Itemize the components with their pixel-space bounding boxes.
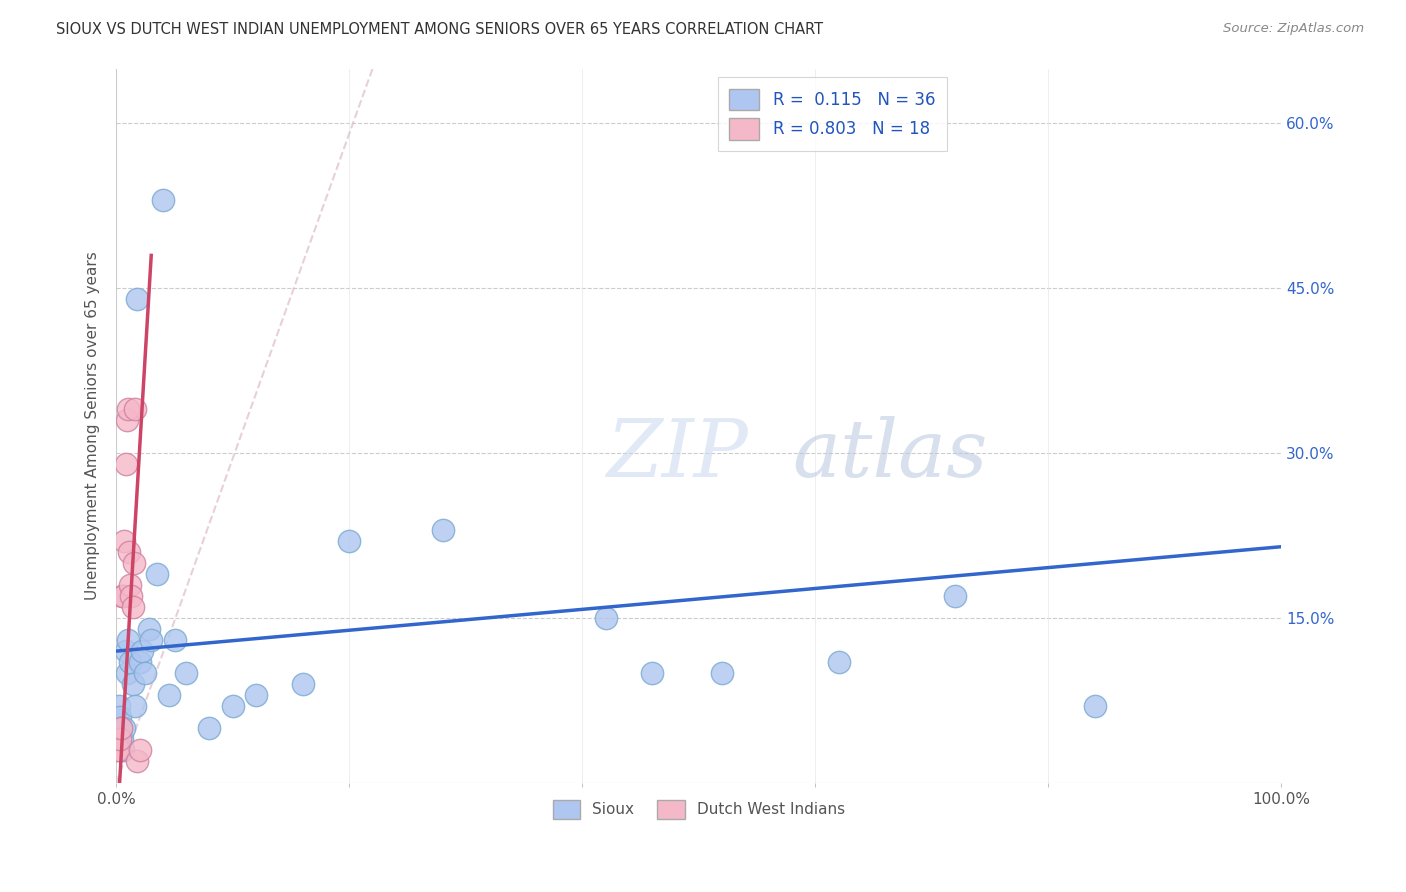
Point: [120, 578, 142, 592]
Point: [110, 721, 132, 735]
Point: [120, 655, 142, 669]
Point: [112, 721, 135, 735]
Text: atlas: atlas: [792, 416, 987, 493]
Point: [1084, 699, 1107, 714]
Point: [134, 666, 156, 681]
Y-axis label: Unemployment Among Seniors over 65 years: Unemployment Among Seniors over 65 years: [86, 252, 100, 600]
Point: [128, 743, 150, 757]
Point: [107, 743, 129, 757]
Point: [711, 666, 734, 681]
Text: ZIP: ZIP: [606, 416, 748, 493]
Point: [432, 523, 454, 537]
Point: [337, 534, 360, 549]
Point: [110, 721, 132, 735]
Point: [131, 644, 153, 658]
Point: [117, 633, 139, 648]
Point: [114, 644, 136, 658]
Point: [107, 743, 129, 757]
Point: [120, 589, 142, 603]
Point: [115, 666, 138, 681]
Point: [124, 699, 146, 714]
Point: [124, 402, 146, 417]
Point: [127, 293, 149, 307]
Point: [222, 699, 245, 714]
Point: [943, 589, 966, 603]
Point: [112, 534, 135, 549]
Point: [152, 194, 174, 208]
Point: [107, 699, 129, 714]
Point: [141, 633, 163, 648]
Point: [198, 721, 221, 735]
Point: [112, 589, 135, 603]
Point: [112, 743, 135, 757]
Point: [127, 754, 149, 768]
Point: [111, 589, 134, 603]
Point: [827, 655, 849, 669]
Point: [163, 633, 186, 648]
Text: Source: ZipAtlas.com: Source: ZipAtlas.com: [1223, 22, 1364, 36]
Point: [108, 710, 131, 724]
Point: [245, 688, 267, 702]
Point: [146, 567, 169, 582]
Point: [118, 545, 141, 559]
Legend: Sioux, Dutch West Indians: Sioux, Dutch West Indians: [547, 794, 851, 825]
Point: [121, 677, 143, 691]
Point: [107, 732, 129, 747]
Point: [641, 666, 664, 681]
Point: [117, 402, 139, 417]
Point: [121, 600, 143, 615]
Point: [138, 622, 160, 636]
Point: [122, 556, 145, 570]
Point: [128, 655, 150, 669]
Point: [174, 666, 197, 681]
Point: [115, 413, 138, 427]
Point: [291, 677, 314, 691]
Point: [111, 732, 134, 747]
Point: [114, 457, 136, 471]
Point: [157, 688, 180, 702]
Point: [108, 732, 131, 747]
Text: SIOUX VS DUTCH WEST INDIAN UNEMPLOYMENT AMONG SENIORS OVER 65 YEARS CORRELATION : SIOUX VS DUTCH WEST INDIAN UNEMPLOYMENT …: [56, 22, 824, 37]
Point: [595, 611, 617, 625]
